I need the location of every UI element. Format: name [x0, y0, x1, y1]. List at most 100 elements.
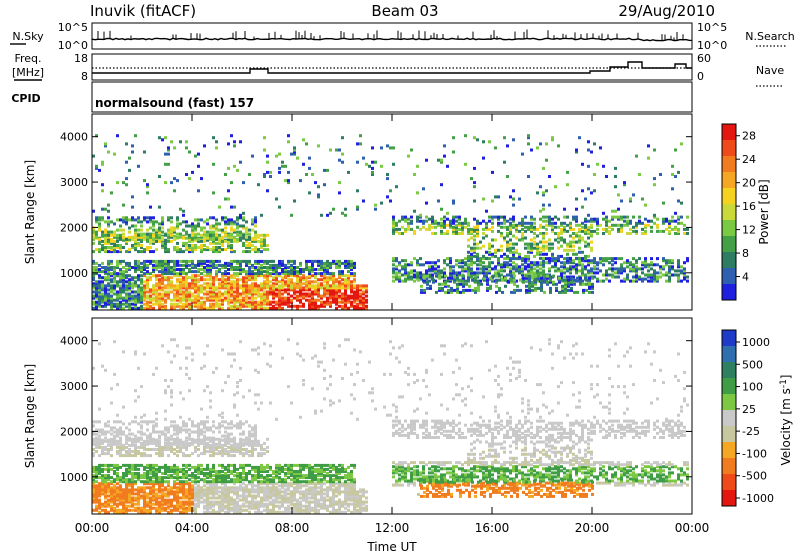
- range-cell: [119, 261, 122, 265]
- range-cell: [107, 278, 110, 282]
- range-cell: [510, 290, 513, 294]
- range-cell: [185, 300, 188, 304]
- range-cell: [185, 448, 188, 451]
- range-cell: [149, 472, 152, 475]
- range-cell: [533, 221, 536, 225]
- range-cell: [203, 248, 206, 252]
- range-cell: [110, 437, 113, 441]
- range-cell: [644, 259, 647, 263]
- range-cell: [464, 221, 467, 225]
- nave-label: Nave: [756, 64, 784, 77]
- range-cell: [563, 267, 566, 271]
- range-cell: [497, 261, 500, 265]
- range-cell: [587, 225, 590, 229]
- range-cell: [623, 181, 626, 185]
- range-cell: [107, 263, 110, 267]
- range-cell: [113, 270, 116, 274]
- range-cell: [104, 233, 107, 237]
- range-cell: [224, 434, 227, 438]
- range-cell: [497, 229, 500, 233]
- range-cell: [146, 191, 149, 195]
- range-cell: [641, 197, 644, 201]
- range-cell: [158, 288, 161, 292]
- range-cell: [125, 270, 128, 274]
- range-cell: [480, 282, 483, 286]
- range-cell: [662, 265, 665, 269]
- range-cell: [101, 282, 104, 286]
- range-cell: [218, 306, 221, 310]
- range-cell: [128, 306, 131, 310]
- range-cell: [113, 250, 116, 254]
- range-cell: [263, 173, 266, 176]
- range-cell: [242, 259, 245, 263]
- range-cell: [251, 432, 254, 436]
- range-cell: [104, 144, 107, 148]
- range-cell: [131, 266, 134, 269]
- range-cell: [101, 270, 104, 274]
- range-cell: [107, 266, 110, 269]
- range-cell: [158, 274, 161, 278]
- range-cell: [647, 156, 650, 160]
- range-cell: [218, 259, 221, 263]
- range-cell: [140, 420, 143, 424]
- range-cell: [299, 298, 302, 302]
- range-cell: [674, 219, 677, 223]
- range-cell: [230, 290, 233, 294]
- range-cell: [272, 266, 275, 269]
- range-cell: [92, 437, 95, 441]
- range-cell: [653, 271, 656, 275]
- range-cell: [125, 294, 128, 298]
- range-cell: [197, 224, 200, 228]
- range-cell: [134, 467, 137, 471]
- range-cell: [620, 217, 623, 221]
- range-cell: [224, 282, 227, 286]
- range-cell: [326, 282, 329, 286]
- range-cell: [218, 228, 221, 232]
- range-cell: [194, 450, 197, 453]
- range-cell: [209, 248, 212, 252]
- range-cell: [188, 263, 191, 267]
- range-cell: [134, 266, 137, 269]
- range-cell: [125, 183, 128, 187]
- range-cell: [212, 439, 215, 443]
- range-cell: [95, 266, 98, 269]
- range-cell: [230, 439, 233, 443]
- range-cell: [341, 160, 344, 164]
- range-cell: [506, 254, 509, 258]
- range-cell: [248, 261, 251, 265]
- range-cell: [398, 269, 401, 273]
- range-cell: [647, 219, 650, 223]
- range-cell: [149, 478, 152, 482]
- range-cell: [227, 263, 230, 267]
- range-cell: [536, 191, 539, 195]
- range-cell: [260, 298, 263, 302]
- range-cell: [434, 279, 437, 283]
- range-cell: [401, 215, 404, 219]
- range-cell: [257, 306, 260, 310]
- range-cell: [215, 222, 218, 226]
- range-cell: [287, 296, 290, 300]
- range-cell: [164, 181, 167, 185]
- range-cell: [137, 288, 140, 292]
- colorbar-swatch: [722, 156, 736, 173]
- range-cell: [323, 284, 326, 288]
- range-cell: [122, 232, 125, 236]
- range-cell: [572, 267, 575, 271]
- range-cell: [176, 437, 179, 441]
- range-cell: [344, 282, 347, 286]
- range-cell: [95, 467, 98, 471]
- range-cell: [176, 432, 179, 436]
- range-cell: [662, 219, 665, 223]
- range-cell: [242, 282, 245, 286]
- range-cell: [677, 269, 680, 273]
- range-cell: [617, 229, 620, 233]
- range-cell: [665, 279, 668, 283]
- range-cell: [344, 261, 347, 265]
- range-cell: [260, 300, 263, 304]
- range-cell: [617, 269, 620, 273]
- range-cell: [230, 239, 233, 243]
- range-cell: [398, 275, 401, 279]
- range-cell: [491, 261, 494, 265]
- range-cell: [456, 276, 459, 280]
- range-cell: [98, 248, 101, 252]
